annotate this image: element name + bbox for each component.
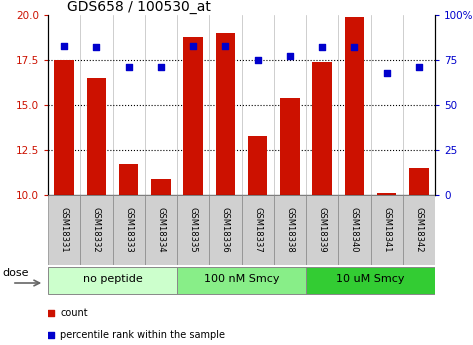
Bar	[242, 195, 274, 265]
Bar	[306, 195, 338, 265]
Bar	[177, 195, 209, 265]
Point	[318, 45, 326, 50]
Bar	[248, 136, 267, 195]
Point	[254, 57, 262, 63]
Bar	[87, 78, 106, 195]
Point	[61, 43, 68, 48]
Text: GSM18333: GSM18333	[124, 207, 133, 253]
Point	[415, 65, 423, 70]
Point	[93, 45, 100, 50]
Point	[350, 45, 358, 50]
Text: 10 uM Smcy: 10 uM Smcy	[336, 274, 405, 284]
Text: GSM18342: GSM18342	[414, 207, 423, 253]
Bar	[151, 179, 171, 195]
Bar	[345, 17, 364, 195]
Text: GSM18334: GSM18334	[157, 207, 166, 253]
Bar	[280, 98, 299, 195]
Text: GSM18338: GSM18338	[285, 207, 294, 253]
Point	[189, 43, 197, 48]
Text: GSM18340: GSM18340	[350, 207, 359, 253]
Point	[47, 332, 55, 338]
Bar	[409, 168, 429, 195]
Bar	[54, 60, 74, 195]
Bar	[313, 62, 332, 195]
Bar	[48, 266, 177, 294]
Bar	[403, 195, 435, 265]
Text: GSM18335: GSM18335	[189, 207, 198, 253]
Text: no peptide: no peptide	[83, 274, 142, 284]
Text: dose: dose	[2, 267, 29, 277]
Point	[47, 310, 55, 315]
Bar	[370, 195, 403, 265]
Bar	[48, 195, 80, 265]
Text: count: count	[61, 308, 88, 318]
Bar	[145, 195, 177, 265]
Text: GSM18331: GSM18331	[60, 207, 69, 253]
Point	[383, 70, 390, 75]
Point	[286, 53, 294, 59]
Text: GSM18341: GSM18341	[382, 207, 391, 253]
Bar	[184, 37, 203, 195]
Bar	[80, 195, 113, 265]
Text: GSM18337: GSM18337	[253, 207, 262, 253]
Text: GDS658 / 100530_at: GDS658 / 100530_at	[67, 0, 211, 14]
Text: percentile rank within the sample: percentile rank within the sample	[61, 330, 225, 340]
Text: GSM18332: GSM18332	[92, 207, 101, 253]
Bar	[113, 195, 145, 265]
Text: GSM18339: GSM18339	[318, 207, 327, 253]
Bar	[274, 195, 306, 265]
Bar	[209, 195, 242, 265]
Bar	[216, 33, 235, 195]
Point	[157, 65, 165, 70]
Bar	[306, 266, 435, 294]
Text: 100 nM Smcy: 100 nM Smcy	[204, 274, 279, 284]
Point	[221, 43, 229, 48]
Point	[125, 65, 132, 70]
Bar	[177, 266, 306, 294]
Bar	[119, 165, 138, 195]
Text: GSM18336: GSM18336	[221, 207, 230, 253]
Bar	[338, 195, 370, 265]
Bar	[377, 193, 396, 195]
